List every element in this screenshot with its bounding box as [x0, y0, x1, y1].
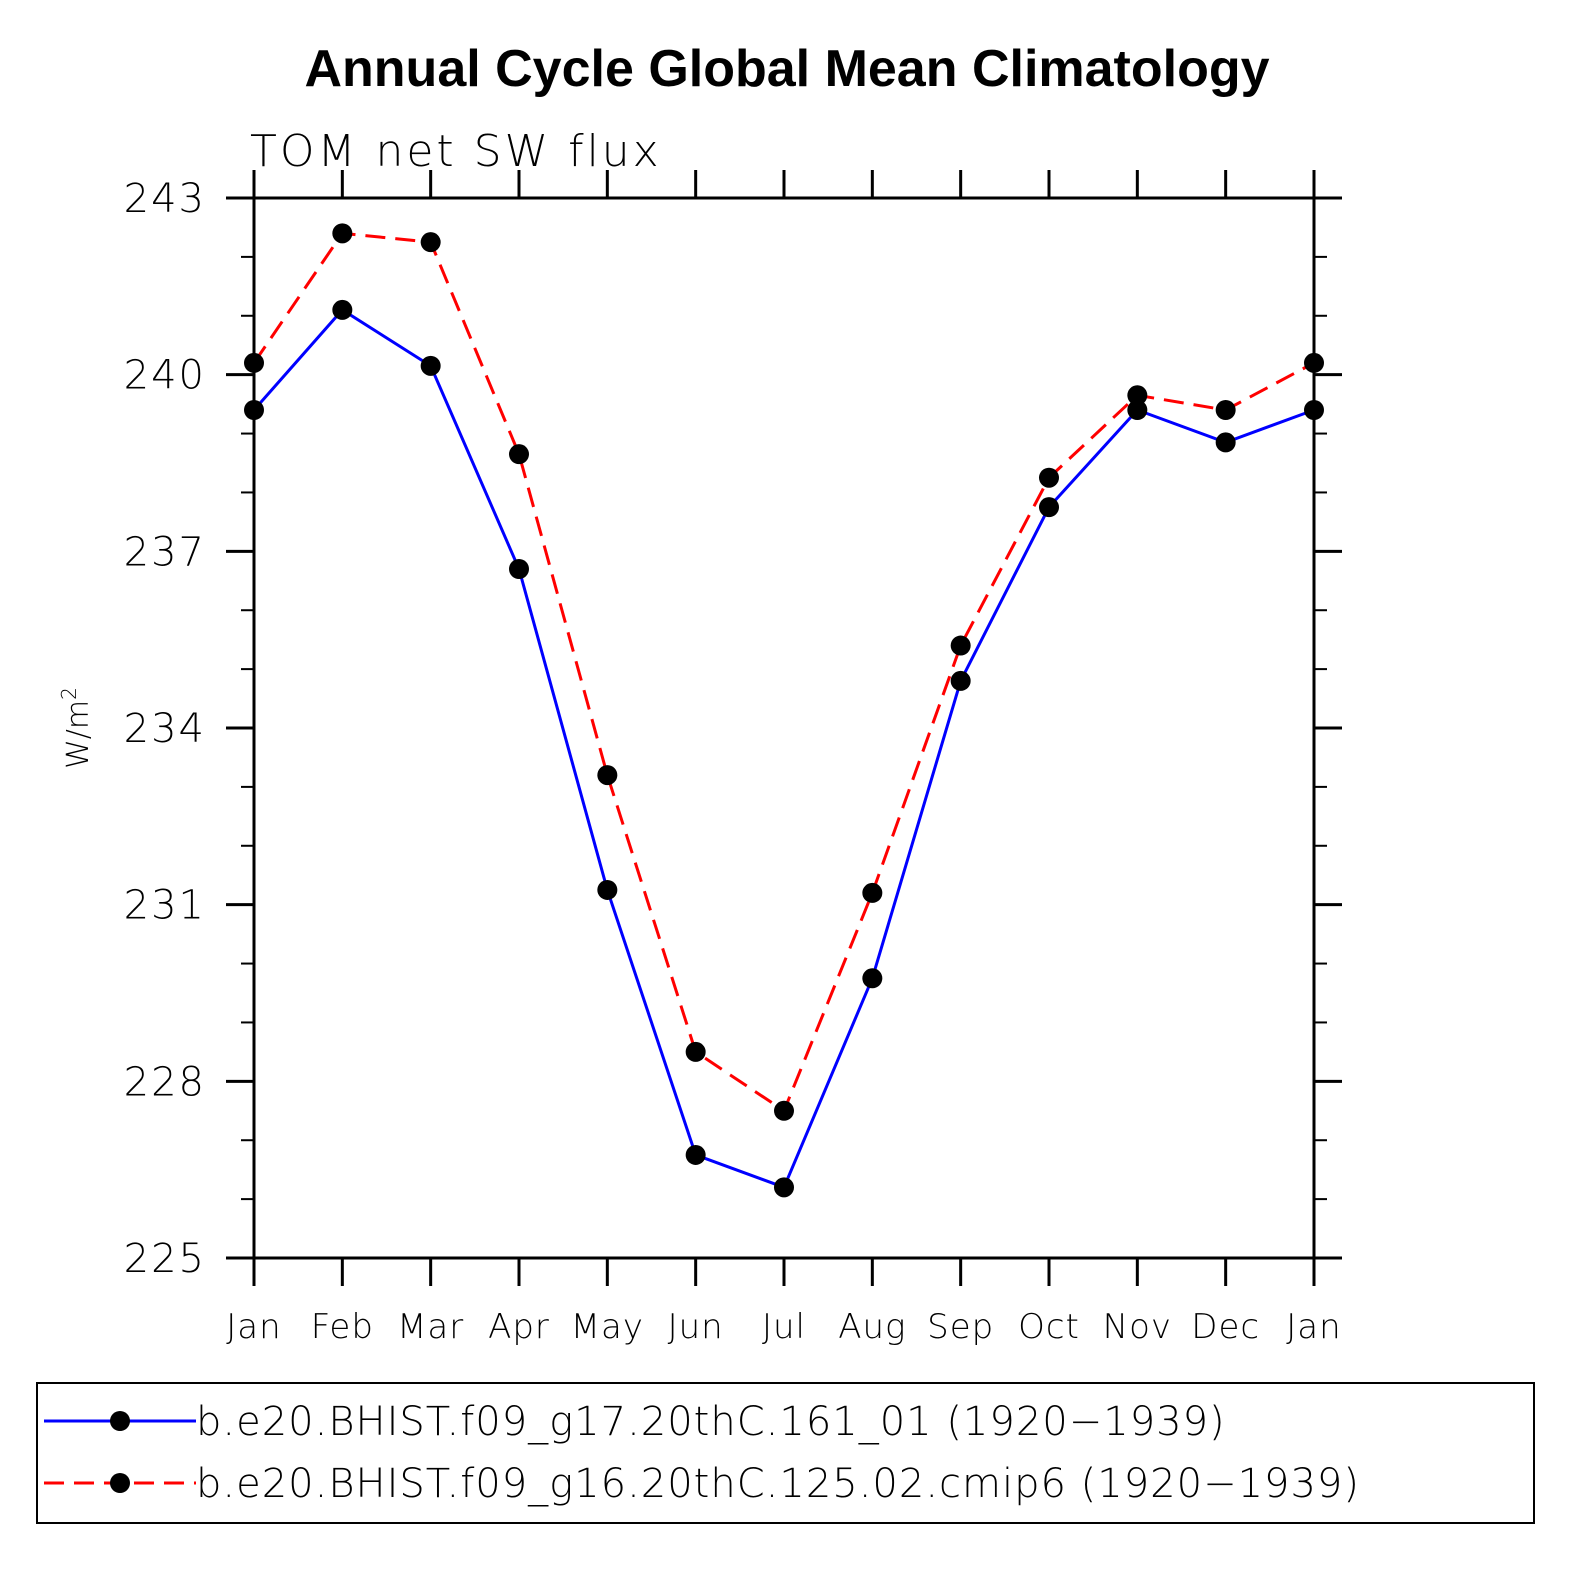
data-point-s1 — [1127, 400, 1148, 420]
legend-label-1: b.e20.BHIST.f09_g17.20thC.161_01 (1920−1… — [196, 1399, 1226, 1445]
x-tick-label: Feb — [311, 1307, 374, 1347]
x-tick-label: Jul — [762, 1307, 806, 1347]
y-axis-label: W/m2 — [57, 687, 96, 769]
data-point-s1 — [509, 559, 529, 579]
x-tick-label: Jun — [668, 1307, 724, 1347]
data-point-s2 — [509, 444, 529, 465]
legend: b.e20.BHIST.f09_g17.20thC.161_01 (1920−1… — [36, 1382, 1535, 1524]
data-point-s2 — [774, 1100, 794, 1121]
x-tick-label: Mar — [397, 1307, 464, 1347]
x-tick-label: Aug — [838, 1307, 906, 1347]
plot-frame — [252, 196, 1316, 1260]
x-tick-label: Nov — [1103, 1307, 1172, 1347]
y-tick-label: 234 — [124, 706, 206, 752]
data-point-s2 — [244, 352, 264, 373]
data-point-s1 — [1215, 432, 1236, 453]
data-point-s2 — [420, 232, 441, 253]
y-tick-label: 225 — [124, 1236, 206, 1282]
data-point-s1 — [244, 400, 264, 420]
legend-label-2: b.e20.BHIST.f09_g16.20thC.125.02.cmip6 (… — [196, 1461, 1360, 1507]
data-point-s2 — [950, 635, 971, 656]
legend-box — [36, 1382, 1535, 1524]
y-axis-label-text: W/m — [61, 700, 96, 769]
chart-title: Annual Cycle Global Mean Climatology — [304, 40, 1269, 98]
data-point-s2 — [1039, 467, 1059, 488]
y-tick-label: 243 — [124, 176, 206, 222]
data-point-s1 — [597, 879, 618, 900]
x-axis-ticks: Jan Feb Mar Apr May Jun Jul Aug Sep Oct Nov Dec Jan — [226, 170, 1341, 1347]
series-line-2 — [252, 231, 1315, 1114]
data-point-s2 — [862, 882, 883, 903]
y-tick-label: 231 — [124, 883, 206, 929]
legend-items: b.e20.BHIST.f09_g17.20thC.161_01 (1920−1… — [44, 1399, 1360, 1507]
x-tick-label: Apr — [488, 1307, 550, 1347]
plot-border — [252, 196, 1316, 1260]
data-point-s1 — [862, 968, 883, 989]
data-point-s2 — [1215, 400, 1236, 420]
x-tick-label: Sep — [927, 1307, 994, 1347]
x-tick-label: Dec — [1191, 1307, 1260, 1347]
data-point-s1 — [685, 1144, 706, 1165]
data-point-s2 — [597, 765, 618, 786]
data-point-s2 — [685, 1041, 706, 1062]
data-point-s1 — [774, 1177, 794, 1198]
legend-marker-1 — [110, 1411, 130, 1431]
data-point-s1 — [1039, 497, 1059, 518]
data-point-s2 — [1304, 352, 1324, 373]
data-point-s1 — [1304, 400, 1324, 420]
y-axis-ticks: 225 228 231 234 237 240 243 — [124, 176, 1342, 1282]
y-tick-label: 237 — [124, 529, 206, 575]
y-tick-label: 228 — [124, 1059, 206, 1105]
data-point-s1 — [950, 670, 971, 691]
chart-subtitle: TOM net SW flux — [250, 126, 662, 177]
x-tick-label: Jan — [1286, 1307, 1341, 1347]
y-tick-label: 240 — [124, 353, 206, 399]
legend-marker-2 — [110, 1473, 130, 1493]
x-tick-label: Jan — [226, 1307, 281, 1347]
series-line-1 — [252, 307, 1315, 1190]
data-point-s1 — [332, 299, 353, 320]
data-point-s2 — [332, 223, 353, 244]
series-layer — [244, 223, 1324, 1198]
x-tick-label: May — [571, 1307, 644, 1347]
x-tick-label: Oct — [1018, 1307, 1080, 1347]
data-point-s2 — [1127, 385, 1148, 406]
data-point-s1 — [420, 355, 441, 376]
y-axis-label-superscript: 2 — [57, 687, 81, 700]
